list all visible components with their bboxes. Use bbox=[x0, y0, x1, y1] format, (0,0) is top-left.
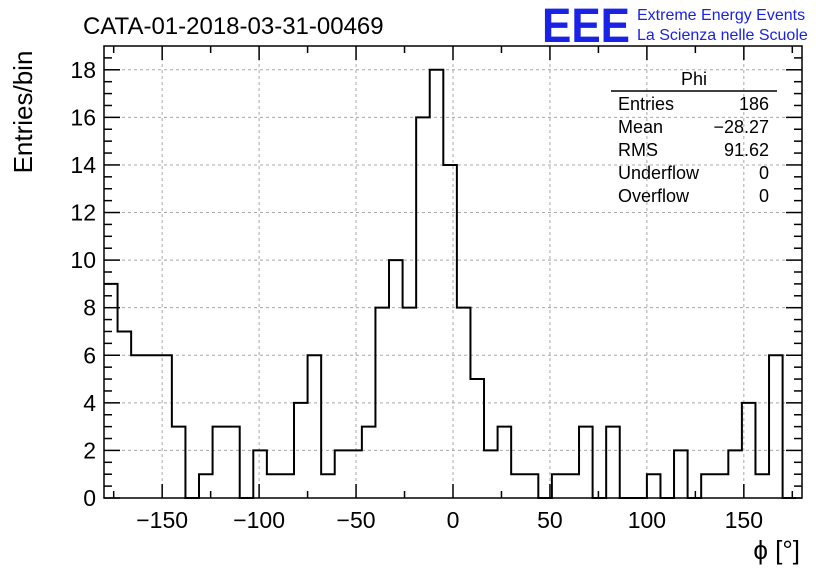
stat-label: Entries bbox=[618, 94, 674, 114]
y-ticks: 0 2 4 6 8 10 12 14 16 18 bbox=[70, 57, 802, 511]
stats-rows: Entries 186 Mean −28.27 RMS 91.62 Underflow 0 Ov… bbox=[618, 94, 769, 206]
logo-line-2: La Scienza nelle Scuole bbox=[637, 27, 808, 44]
y-tick-label: 6 bbox=[83, 342, 96, 368]
histogram-line bbox=[104, 68, 797, 499]
x-tick-label: −150 bbox=[136, 507, 188, 533]
stat-value: 91.62 bbox=[724, 140, 769, 160]
y-tick-label: 16 bbox=[70, 104, 96, 130]
y-tick-label: 18 bbox=[70, 57, 96, 83]
stats-box: Phi Entries 186 Mean −28.27 RMS 91.62 Underflo… bbox=[611, 69, 777, 206]
x-tick-label: 150 bbox=[725, 507, 763, 533]
x-axis-label: ϕ [°] bbox=[753, 535, 800, 565]
y-tick-label: 4 bbox=[83, 390, 96, 416]
y-tick-label: 14 bbox=[70, 152, 96, 178]
logo: EEE Extreme Energy Events La Scienza nel… bbox=[542, 0, 808, 53]
y-tick-label: 8 bbox=[83, 295, 96, 321]
stat-label: Underflow bbox=[618, 163, 700, 183]
y-tick-label: 10 bbox=[70, 247, 96, 273]
x-tick-label: 50 bbox=[537, 507, 563, 533]
grid bbox=[104, 46, 802, 498]
y-tick-label: 0 bbox=[83, 485, 96, 511]
y-tick-label: 12 bbox=[70, 200, 96, 226]
stat-label: Overflow bbox=[618, 186, 690, 206]
x-tick-label: 0 bbox=[447, 507, 460, 533]
stat-value: 0 bbox=[759, 186, 769, 206]
x-tick-label: −100 bbox=[233, 507, 285, 533]
y-axis-label: Entries/bin bbox=[8, 51, 38, 174]
y-tick-label: 2 bbox=[83, 437, 96, 463]
stat-value: −28.27 bbox=[713, 117, 769, 137]
x-ticks: −150 −100 −50 0 50 100 150 bbox=[112, 46, 794, 533]
eee-logo-mark: EEE bbox=[542, 0, 630, 53]
stat-value: 0 bbox=[759, 163, 769, 183]
stat-label: Mean bbox=[618, 117, 663, 137]
chart-title: CATA-01-2018-03-31-00469 bbox=[83, 13, 384, 40]
stats-title: Phi bbox=[681, 69, 707, 89]
stat-value: 186 bbox=[739, 94, 769, 114]
x-tick-label: 100 bbox=[628, 507, 666, 533]
stat-label: RMS bbox=[618, 140, 658, 160]
x-tick-label: −50 bbox=[337, 507, 376, 533]
logo-line-1: Extreme Energy Events bbox=[637, 7, 805, 24]
